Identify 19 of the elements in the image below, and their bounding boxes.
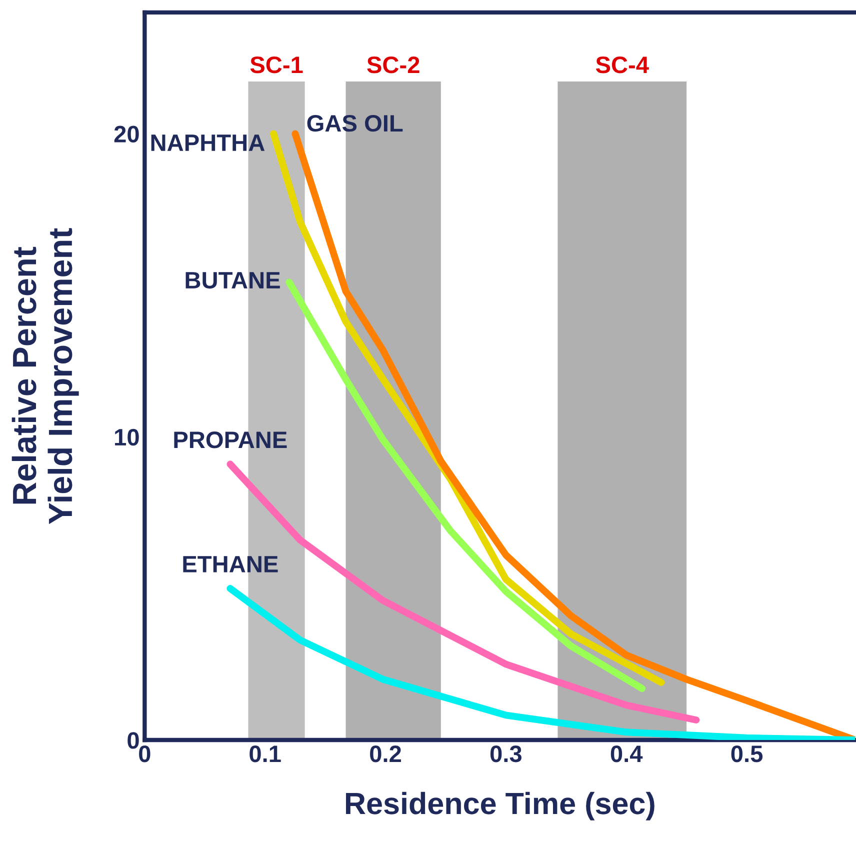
series-label: NAPHTHA <box>151 134 265 151</box>
x-tick-label: 0.4 <box>610 745 643 762</box>
y-tick-label: 10 <box>115 428 139 446</box>
series-label: GAS OIL <box>307 114 403 132</box>
x-tick-label: 0 <box>139 745 150 762</box>
y-tick-label: 20 <box>114 126 139 142</box>
series-label: PROPANE <box>174 432 287 448</box>
series-label: ETHANE <box>183 556 278 572</box>
x-tick-label: 0.1 <box>250 745 281 762</box>
band-label: SC-2 <box>367 56 420 74</box>
series-label: BUTANE <box>186 272 280 289</box>
band-label: SC-4 <box>596 56 649 74</box>
x-axis-title: Residence Time (sec) <box>346 792 654 820</box>
x-tick-label: 0.3 <box>490 745 522 762</box>
y-tick-label: 0 <box>128 732 139 749</box>
y-axis-title: Relative Percent Yield Improvement <box>12 228 79 524</box>
band-label: SC-1 <box>250 56 303 74</box>
x-tick-label: 0.2 <box>370 745 401 762</box>
x-tick-label: 0.5 <box>731 745 763 762</box>
